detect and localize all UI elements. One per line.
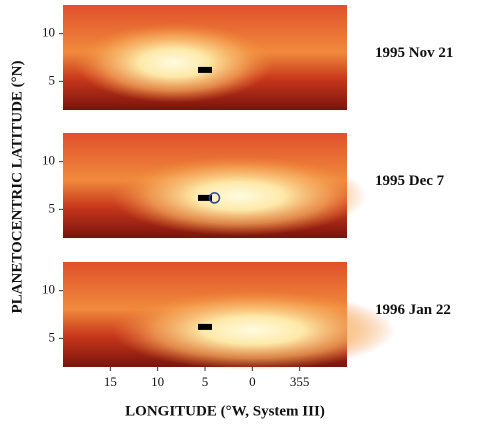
y-tick-label: 5 — [49, 200, 56, 215]
x-tick-label: 0 — [249, 374, 256, 389]
image-glow — [74, 22, 274, 103]
y-tick-label: 10 — [42, 153, 55, 168]
y-tick-label: 10 — [42, 25, 55, 40]
panel-title: 1995 Nov 21 — [375, 45, 453, 61]
x-axis-label: LONGITUDE (°W, System III) — [125, 403, 325, 419]
marker — [198, 66, 212, 73]
panel-title: 1995 Dec 7 — [375, 173, 445, 189]
x-tick-label: 5 — [202, 374, 209, 389]
circle-marker — [208, 192, 221, 204]
x-tick-label: 355 — [290, 374, 310, 389]
y-tick-label: 10 — [42, 282, 55, 297]
y-tick-label: 5 — [49, 329, 56, 344]
image-glow — [111, 290, 396, 371]
y-axis-label: PLANETOCENTRIC LATITUDE (°N) — [9, 61, 25, 314]
y-tick-label: 5 — [49, 72, 56, 87]
x-tick-label: 15 — [104, 374, 117, 389]
marker — [198, 194, 212, 201]
image-glow — [111, 156, 367, 236]
marker — [198, 323, 212, 330]
x-tick-label: 10 — [151, 374, 164, 389]
panel-title: 1996 Jan 22 — [375, 302, 451, 318]
